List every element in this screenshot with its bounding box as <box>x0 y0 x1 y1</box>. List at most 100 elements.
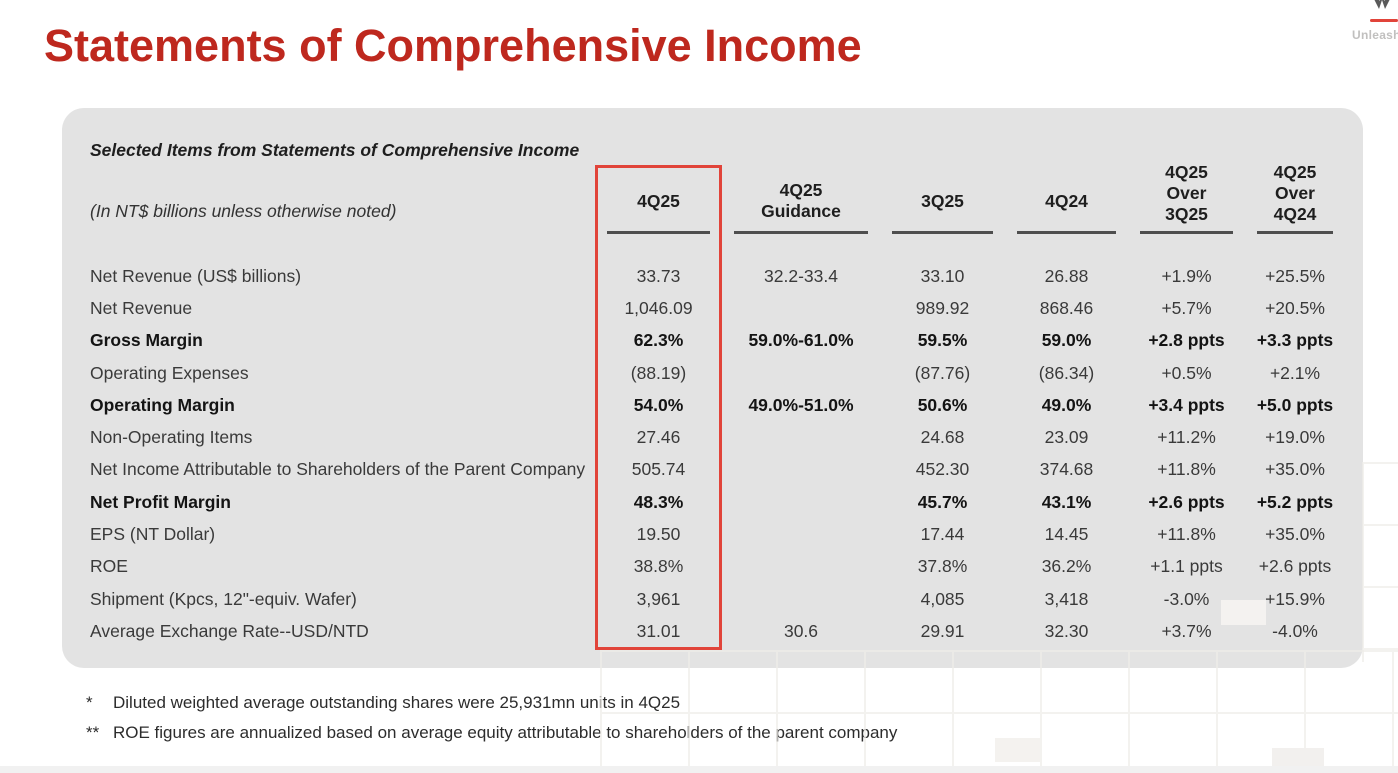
row-value: +11.8% <box>1157 459 1216 480</box>
footnotes: * Diluted weighted average outstanding s… <box>86 688 897 748</box>
row-label: Net Profit Margin <box>90 491 231 512</box>
row-value: 505.74 <box>631 459 686 480</box>
header-underline <box>1140 231 1233 234</box>
column-header-line: Guidance <box>761 201 841 221</box>
row-value: 23.09 <box>1044 427 1089 448</box>
column-header-4q25: 4Q25 <box>595 108 722 234</box>
row-value: 26.88 <box>1044 265 1089 286</box>
income-statement-table: Selected Items from Statements of Compre… <box>62 108 1363 648</box>
row-value: 49.0%-51.0% <box>748 394 854 415</box>
row-label: Shipment (Kpcs, 12"-equiv. Wafer) <box>90 588 357 609</box>
logo-tagline: Unleash <box>1352 28 1398 42</box>
row-value: 36.2% <box>1041 556 1092 577</box>
background-grid-cell <box>995 738 1040 762</box>
row-value: 1,046.09 <box>624 297 693 318</box>
column-header-3q25: 3Q25 <box>880 108 1005 234</box>
row-label: Operating Margin <box>90 394 235 415</box>
row-label: Gross Margin <box>90 330 203 351</box>
row-value: 49.0% <box>1041 394 1092 415</box>
bottom-edge-strip <box>0 766 1398 773</box>
row-value: -3.0% <box>1163 588 1210 609</box>
row-value: -4.0% <box>1272 620 1318 641</box>
row-value: 14.45 <box>1044 524 1089 545</box>
row-label: Non-Operating Items <box>90 427 253 448</box>
table-row: Net Profit Margin 48.3% 45.7% 43.1% +2.6 ppt… <box>90 486 1363 518</box>
column-header-line: 4Q25 <box>1165 162 1208 182</box>
row-value: +19.0% <box>1265 427 1325 448</box>
table-caption-cell: Selected Items from Statements of Compre… <box>90 108 595 234</box>
table-header-row: Selected Items from Statements of Compre… <box>90 108 1363 234</box>
row-label: Net Income Attributable to Shareholders … <box>90 459 586 480</box>
row-value: +0.5% <box>1161 362 1212 383</box>
footnote: ** ROE figures are annualized based on a… <box>86 718 897 748</box>
row-label: Average Exchange Rate--USD/NTD <box>90 620 369 641</box>
income-statement-panel: Selected Items from Statements of Compre… <box>62 108 1363 668</box>
column-header-line: 4Q25 <box>637 191 680 211</box>
column-header-4q25-guidance: 4Q25 Guidance <box>722 108 880 234</box>
row-value: +2.8 ppts <box>1148 330 1225 351</box>
row-value: +2.6 ppts <box>1258 556 1332 577</box>
row-value: (87.76) <box>914 362 971 383</box>
row-value: 45.7% <box>917 491 968 512</box>
row-label: Net Revenue <box>90 297 193 318</box>
table-row: Operating Margin 54.0% 49.0%-51.0% 50.6% 49.… <box>90 389 1363 421</box>
table-row: Gross Margin 62.3% 59.0%-61.0% 59.5% 59.0% +2… <box>90 325 1363 357</box>
row-value: 3,418 <box>1044 588 1089 609</box>
row-value: +2.1% <box>1269 362 1321 383</box>
row-label: EPS (NT Dollar) <box>90 524 216 545</box>
row-value: +20.5% <box>1265 297 1325 318</box>
table-subtitle: Selected Items from Statements of Compre… <box>90 140 580 160</box>
row-value: +35.0% <box>1265 524 1325 545</box>
table-row: Operating Expenses (88.19) (87.76) (86.34) +… <box>90 357 1363 389</box>
row-value: +35.0% <box>1265 459 1325 480</box>
row-value: 374.68 <box>1039 459 1094 480</box>
row-value: 38.8% <box>633 556 684 577</box>
logo-underline <box>1370 19 1398 22</box>
row-value: 32.30 <box>1044 620 1089 641</box>
column-header-line: 3Q25 <box>921 191 964 211</box>
row-value: 868.46 <box>1039 297 1094 318</box>
row-value: +3.4 ppts <box>1148 394 1225 415</box>
row-value: 17.44 <box>920 524 965 545</box>
row-value: 48.3% <box>633 491 684 512</box>
row-value: 59.5% <box>917 330 968 351</box>
table-row: Average Exchange Rate--USD/NTD 31.01 30.6 2… <box>90 615 1363 647</box>
footnote-text: Diluted weighted average outstanding sha… <box>113 693 681 712</box>
row-value: 54.0% <box>633 394 684 415</box>
row-value: 33.10 <box>920 265 965 286</box>
row-value: 32.2-33.4 <box>764 265 838 286</box>
footnote: * Diluted weighted average outstanding s… <box>86 688 897 718</box>
table-row: Net Income Attributable to Shareholders … <box>90 454 1363 486</box>
row-value: 59.0%-61.0% <box>748 330 854 351</box>
row-value: (86.34) <box>1038 362 1095 383</box>
footnote-text: ROE figures are annualized based on aver… <box>113 723 898 742</box>
table-unit-note: (In NT$ billions unless otherwise noted) <box>90 201 397 221</box>
column-header-line: 3Q25 <box>1165 204 1208 224</box>
row-value: 43.1% <box>1041 491 1092 512</box>
table-row: EPS (NT Dollar) 19.50 17.44 14.45 +11.8% +35.… <box>90 518 1363 550</box>
table-row: Non-Operating Items 27.46 24.68 23.09 +11.2%… <box>90 421 1363 453</box>
page-title: Statements of Comprehensive Income <box>44 20 862 71</box>
row-value: 27.46 <box>636 427 681 448</box>
row-value: 62.3% <box>633 330 684 351</box>
row-value: 59.0% <box>1041 330 1092 351</box>
row-value: 31.01 <box>636 620 681 641</box>
column-header-4q24: 4Q24 <box>1005 108 1128 234</box>
row-value: +11.8% <box>1157 524 1216 545</box>
table-row: Net Revenue (US$ billions) 33.73 32.2-33.4… <box>90 260 1363 292</box>
column-header-line: 4Q24 <box>1273 204 1317 224</box>
row-value: +1.9% <box>1161 265 1212 286</box>
row-value: +2.6 ppts <box>1148 491 1225 512</box>
company-logo: Unleash <box>1336 0 1398 60</box>
row-value: +5.0 ppts <box>1256 394 1334 415</box>
column-header-line: 4Q25 <box>779 180 823 200</box>
row-value: +25.5% <box>1265 265 1325 286</box>
row-value: 3,961 <box>636 588 681 609</box>
column-header-line: Over <box>1275 183 1315 203</box>
row-value: 29.91 <box>920 620 965 641</box>
row-value: +5.2 ppts <box>1256 491 1334 512</box>
footnote-marker: ** <box>86 723 100 742</box>
background-grid-pattern-right <box>1362 462 1398 662</box>
table-body: Net Revenue (US$ billions) 33.73 32.2-33.4… <box>90 260 1363 648</box>
